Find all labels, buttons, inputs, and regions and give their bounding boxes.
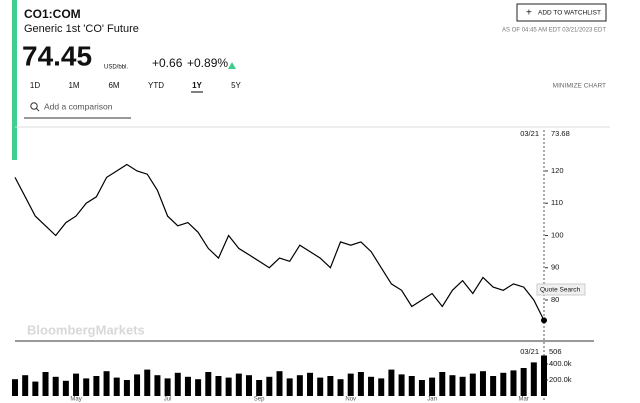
volume-bar [276, 371, 283, 396]
volume-bar [195, 379, 202, 396]
price-unit: USD/bbl. [104, 65, 128, 71]
range-button[interactable]: 1D [30, 81, 40, 90]
volume-bar [347, 373, 354, 396]
volume-bar [83, 378, 90, 396]
instrument-name: Generic 1st 'CO' Future [24, 23, 139, 35]
volume-bar [123, 380, 130, 396]
tooltip [536, 283, 586, 296]
search-icon [36, 108, 40, 112]
price-line [14, 163, 545, 321]
volume-bar [469, 373, 476, 396]
volume-bar [93, 376, 100, 396]
volume-bar [286, 378, 293, 396]
volume-bar [418, 380, 425, 396]
volume-bar [530, 362, 537, 396]
search-icon [30, 102, 38, 110]
volume-bar [459, 376, 466, 396]
watchlist-button[interactable] [516, 3, 607, 22]
volume-bar [103, 371, 110, 396]
volume-bar [184, 376, 191, 396]
y2-tick-label: 200.0k [549, 375, 572, 384]
volume-bar [317, 377, 324, 396]
volume-bar [388, 369, 395, 396]
y-tick-label: 100 [551, 230, 564, 239]
y-tick-label: 110 [551, 198, 563, 207]
volume-bar [32, 381, 39, 396]
volume-bar [134, 374, 141, 396]
volume-bar [42, 372, 49, 396]
last-date: 03/21 [520, 129, 539, 138]
volume-bar [245, 375, 252, 396]
volume-bar [113, 377, 120, 396]
watchlist-label: ADD TO WATCHLIST [538, 10, 601, 17]
volume-bar [449, 375, 456, 396]
volume-bar [357, 372, 364, 396]
change: +0.66 [152, 56, 183, 70]
y-tick-label: 90 [551, 263, 559, 272]
volume-bar [500, 372, 507, 396]
as-of: AS OF 04:45 AM EDT 03/21/2023 EDT [502, 28, 606, 34]
volume-bar [174, 372, 181, 396]
comparison-input[interactable]: Add a comparison [44, 101, 113, 111]
volume-bar [205, 372, 212, 396]
tooltip-text: Quote Search [540, 287, 580, 294]
volume-bar [296, 375, 303, 396]
volume-bar [235, 373, 242, 396]
symbol: CO1:COM [24, 7, 81, 21]
y-tick-label: 120 [551, 166, 564, 175]
volume-bar [266, 376, 273, 396]
range-button[interactable]: YTD [148, 81, 164, 90]
range-button[interactable]: 5Y [231, 81, 241, 90]
volume-bar [378, 378, 385, 396]
volume-bar [225, 377, 232, 396]
change-pct: +0.89% [187, 56, 228, 70]
minimize-chart[interactable]: MINIMIZE CHART [553, 83, 606, 90]
volume-bar [62, 380, 69, 396]
last-value: 73.68 [551, 129, 570, 138]
volume-bar [439, 372, 446, 396]
volume-bar [73, 373, 80, 396]
volume-bar [307, 372, 314, 396]
volume-bar [154, 375, 161, 396]
volume-bar [327, 376, 334, 396]
volume-bar [368, 376, 375, 396]
x-tick-label: Sep [254, 397, 265, 403]
x-tick-label: May [70, 397, 81, 403]
volume-bar [52, 376, 59, 396]
y2-tick-label: 400.0k [549, 359, 572, 368]
range-button[interactable]: 1M [68, 81, 79, 90]
volume-bar [541, 355, 547, 396]
volume-bar [144, 369, 151, 396]
last-point [541, 317, 547, 324]
volume-bar [398, 374, 405, 396]
last-volume: 506 [549, 347, 562, 356]
y-tick-label: 80 [551, 295, 559, 304]
x-tick-label: Jul [164, 397, 172, 403]
volume-bar [215, 376, 222, 396]
x-tick-label: Jan [427, 397, 437, 403]
volume-bar [490, 376, 497, 396]
range-button[interactable]: 1Y [192, 81, 202, 90]
watermark: BloombergMarkets [27, 322, 145, 337]
volume-bar [337, 379, 344, 396]
volume-bar [520, 368, 527, 396]
volume-bar [408, 376, 415, 396]
x-tick-label: Mar [518, 397, 528, 403]
volume-bar [256, 380, 263, 396]
range-button[interactable]: 6M [108, 81, 119, 90]
volume-bar [479, 371, 486, 396]
x-tick-label: Nov [345, 397, 356, 403]
volume-bar [164, 378, 171, 396]
volume-bar [12, 379, 18, 396]
up-arrow [228, 62, 236, 69]
volume-bar [510, 370, 517, 396]
last-volume-date: 03/21 [520, 347, 539, 356]
plus-icon: + [526, 8, 532, 19]
accent-bar [12, 0, 17, 160]
volume-bar [429, 377, 436, 396]
volume-bar [22, 375, 29, 396]
price: 74.45 [22, 40, 92, 71]
